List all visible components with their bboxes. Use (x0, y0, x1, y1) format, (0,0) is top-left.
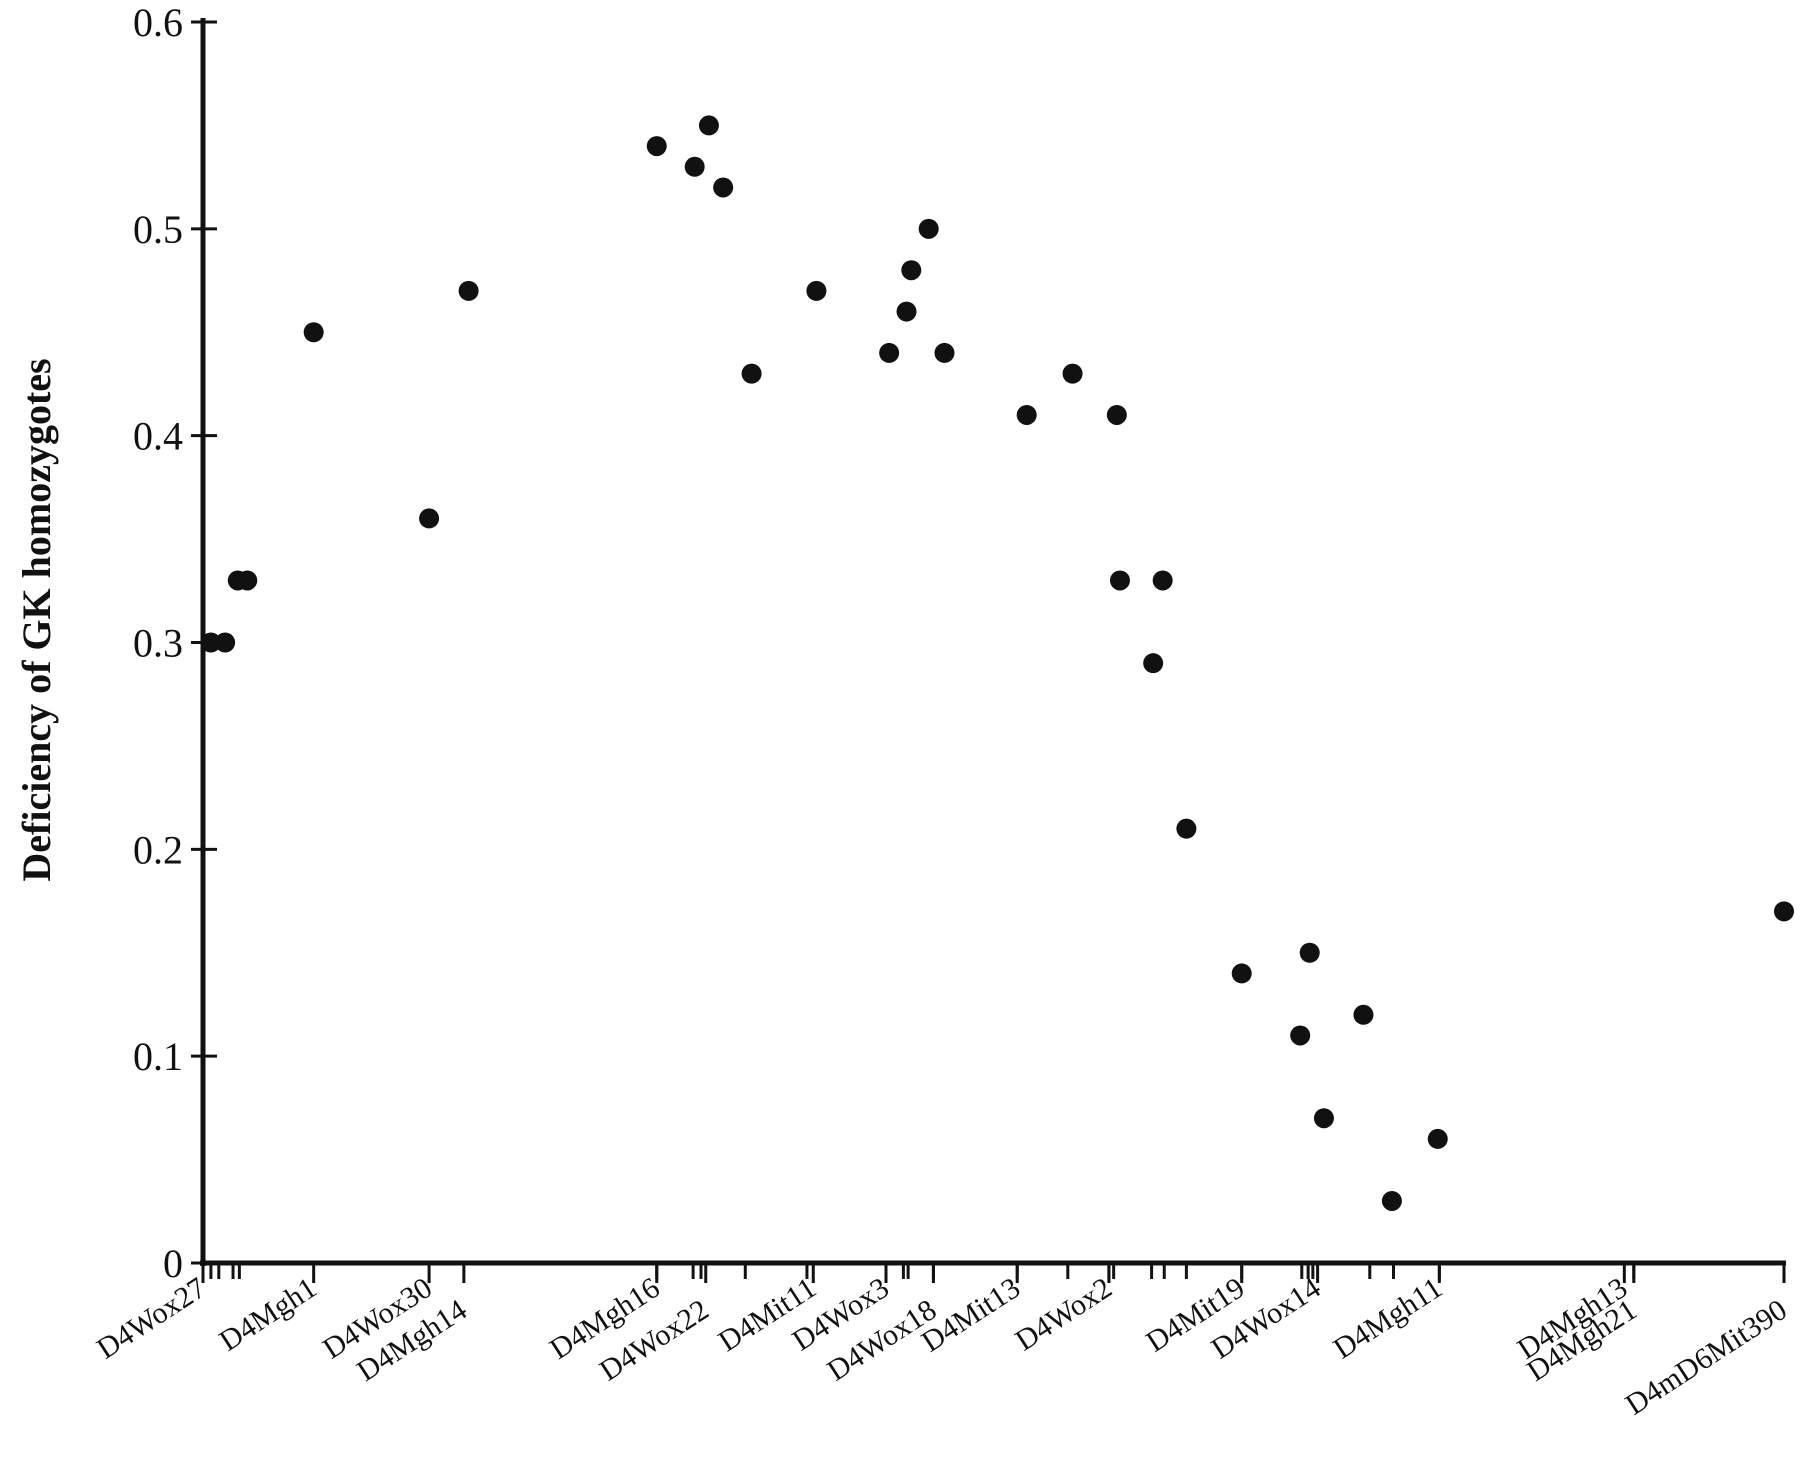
data-point (901, 260, 922, 281)
data-points (200, 115, 1794, 1211)
data-point (1152, 570, 1173, 591)
y-tick-label: 0 (163, 1241, 183, 1286)
data-point (1231, 963, 1252, 984)
x-tick-label: D4Mgh11 (1328, 1271, 1448, 1365)
data-point (419, 508, 440, 529)
data-point (1353, 1004, 1374, 1025)
data-point (713, 177, 734, 198)
data-point (1106, 404, 1127, 425)
y-tick-label: 0.5 (133, 207, 183, 252)
y-axis-label: Deficiency of GK homozygotes (14, 358, 59, 881)
y-tick-label: 0.6 (133, 0, 183, 45)
data-point (741, 363, 762, 384)
y-tick-label: 0.1 (133, 1034, 183, 1079)
data-point (646, 136, 667, 157)
y-tick-label: 0.4 (133, 414, 183, 459)
x-tick-label: D4Wox27 (91, 1271, 212, 1365)
data-point (1299, 942, 1320, 963)
data-point (215, 632, 236, 653)
data-point (879, 342, 900, 363)
data-point (1016, 404, 1037, 425)
x-tick-label: D4mD6Mit390 (1620, 1293, 1793, 1421)
axes (200, 18, 1786, 1266)
data-point (1062, 363, 1083, 384)
data-point (1427, 1128, 1448, 1149)
data-point (1109, 570, 1130, 591)
data-point (1290, 1025, 1311, 1046)
data-point (1176, 818, 1197, 839)
data-point (303, 322, 324, 343)
data-point (200, 632, 221, 653)
data-point (1381, 1190, 1402, 1211)
y-tick-label: 0.2 (133, 827, 183, 872)
y-ticks: 0 0.1 0.2 0.3 0.4 0.5 0.6 (133, 0, 217, 1286)
x-tick-label: D4Mgh1 (214, 1271, 323, 1358)
y-tick-label: 0.3 (133, 621, 183, 666)
data-point (684, 156, 705, 177)
data-point (237, 570, 258, 591)
data-point (918, 218, 939, 239)
data-point (1313, 1108, 1334, 1129)
data-point (1143, 653, 1164, 674)
data-point (806, 280, 827, 301)
data-point (698, 115, 719, 136)
data-point (1774, 901, 1794, 922)
data-point (934, 342, 955, 363)
data-point (896, 301, 917, 322)
data-point (458, 280, 479, 301)
x-tick-label: D4Wox2 (1010, 1271, 1118, 1357)
